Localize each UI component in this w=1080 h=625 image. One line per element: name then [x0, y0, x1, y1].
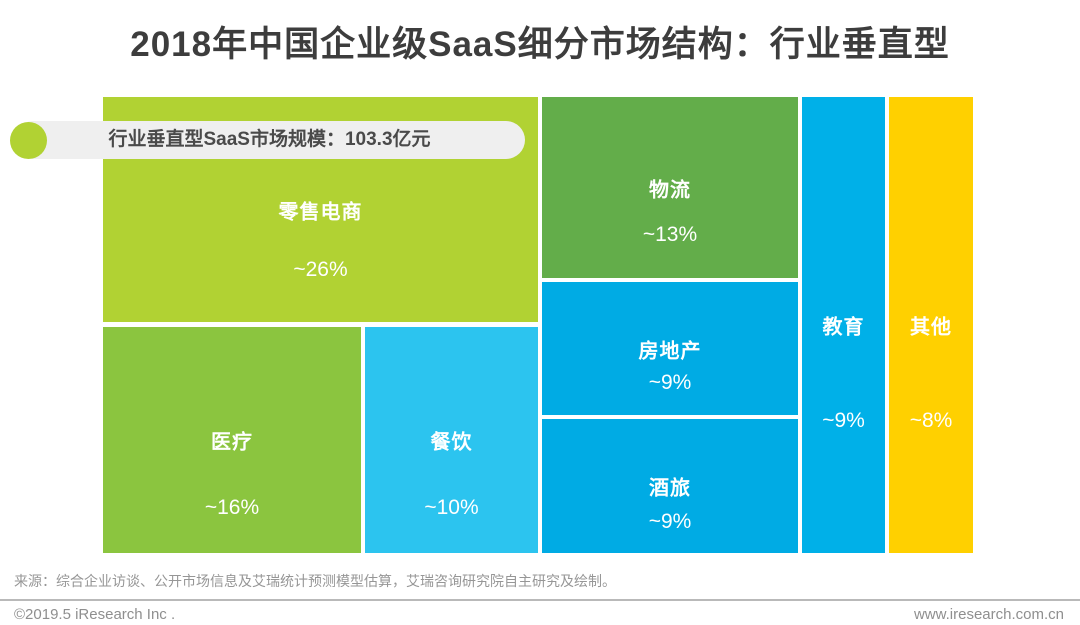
treemap-cell-logistics: 物流 ~13% — [542, 97, 798, 278]
footer-divider — [0, 599, 1080, 601]
segment-name: 教育 — [822, 316, 865, 339]
treemap-cell-medical: 医疗 ~16% — [103, 327, 361, 553]
segment-name: 零售电商 — [278, 201, 363, 223]
treemap-cell-other: 其他 ~8% — [889, 97, 973, 553]
segment-share: ~10% — [424, 495, 479, 519]
treemap-cell-realestate: 房地产 ~9% — [542, 282, 798, 415]
segment-name: 酒旅 — [649, 477, 691, 500]
legend-total-pill: 行业垂直型SaaS市场规模：103.3亿元 — [14, 121, 525, 159]
segment-share: ~26% — [293, 258, 348, 282]
footer-copyright: ©2019.5 iResearch Inc . — [14, 606, 176, 623]
segment-name: 物流 — [649, 179, 691, 201]
segment-share: ~16% — [204, 495, 260, 519]
segment-name: 房地产 — [638, 340, 702, 362]
segment-share: ~9% — [648, 371, 692, 395]
treemap-cell-catering: 餐饮 ~10% — [365, 327, 538, 553]
segment-name: 其他 — [910, 316, 952, 339]
source-note: 来源：综合企业访谈、公开市场信息及艾瑞统计预测模型估算，艾瑞咨询研究院自主研究及… — [14, 573, 616, 589]
segment-name: 餐饮 — [430, 431, 473, 454]
segment-share: ~9% — [648, 510, 692, 534]
segment-name: 医疗 — [211, 431, 253, 454]
footer-website: www.iresearch.com.cn — [913, 606, 1064, 623]
segment-share: ~9% — [822, 408, 865, 432]
treemap-cell-education: 教育 ~9% — [802, 97, 885, 553]
treemap-cell-hotel-travel: 酒旅 ~9% — [542, 419, 798, 553]
segment-share: ~8% — [909, 408, 953, 432]
segment-share: ~13% — [642, 222, 698, 246]
legend-dot-icon — [10, 122, 47, 159]
page-title: 2018年中国企业级SaaS细分市场结构：行业垂直型 — [130, 25, 950, 64]
